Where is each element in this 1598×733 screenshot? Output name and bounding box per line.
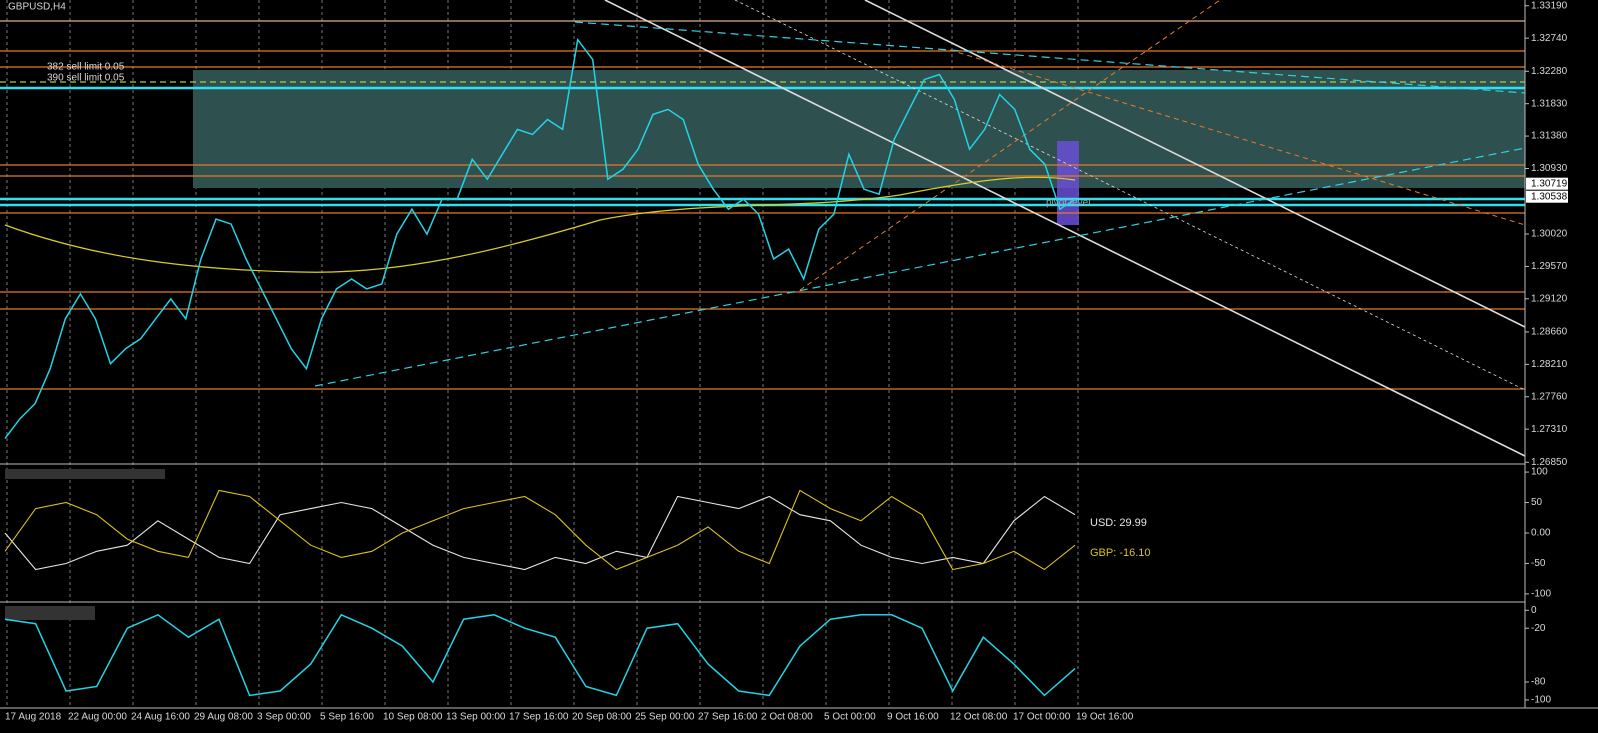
order-label: 382 sell limit 0.05	[47, 62, 125, 73]
y-tick-label: 1.32740	[1531, 33, 1568, 44]
time-label: 13 Sep 00:00	[446, 712, 506, 723]
y-tick-label: 1.29120	[1531, 293, 1568, 304]
time-label: 10 Sep 08:00	[383, 712, 443, 723]
y-tick-label: 1.30020	[1531, 229, 1568, 240]
zone	[193, 70, 1525, 188]
time-label: 22 Aug 00:00	[68, 712, 127, 723]
y-tick-label: -100	[1531, 589, 1551, 600]
time-label: 27 Sep 16:00	[698, 712, 758, 723]
order-label: 390 sell limit 0.05	[47, 73, 125, 84]
time-label: 24 Aug 16:00	[131, 712, 190, 723]
price-tag	[1526, 190, 1568, 203]
marks	[4, 37, 1076, 697]
y-tick-label: 1.29570	[1531, 261, 1568, 272]
y-tick-label: 1.32280	[1531, 66, 1568, 77]
dashed-trend	[314, 21, 1526, 387]
time-label: 17 Oct 00:00	[1013, 712, 1071, 723]
time-label: 17 Sep 16:00	[509, 712, 569, 723]
drawings	[0, 0, 1598, 709]
y-tick-label: -100	[1531, 695, 1551, 706]
time-label: 19 Oct 16:00	[1076, 712, 1134, 723]
series-line	[4, 489, 1076, 571]
orange-levels	[0, 20, 1525, 390]
y-tick-label: 1.31830	[1531, 98, 1568, 109]
y-tick-label: 1.33190	[1531, 0, 1568, 11]
y-tick-label: 0.00	[1531, 528, 1551, 539]
moving-average	[4, 176, 1076, 273]
symbol-title: GBPUSD,H4	[8, 2, 66, 13]
y-tick-label: 50	[1531, 497, 1543, 508]
y-tick-label: 1.30930	[1531, 163, 1568, 174]
pivot-label: pivot level	[1046, 198, 1090, 209]
price-tag-label: 1.30538	[1531, 191, 1568, 202]
y-tick-label: 100	[1531, 467, 1548, 478]
y-tick-label: -80	[1531, 677, 1546, 688]
time-label: 29 Aug 08:00	[194, 712, 253, 723]
time-label: 5 Sep 16:00	[320, 712, 374, 723]
time-label: 3 Sep 00:00	[257, 712, 311, 723]
y-tick-label: 1.27760	[1531, 391, 1568, 402]
time-label: 25 Sep 00:00	[635, 712, 695, 723]
y-tick-label: 1.28660	[1531, 327, 1568, 338]
redacted	[5, 469, 165, 479]
y-tick-label: -50	[1531, 558, 1546, 569]
price-line	[4, 37, 1076, 439]
redacted	[5, 606, 95, 620]
series-readout: GBP: -16.10	[1090, 547, 1151, 559]
time-label: 17 Aug 2018	[5, 712, 62, 723]
grid	[6, 0, 1079, 708]
price-tag	[1526, 177, 1568, 190]
y-tick-label: 1.26850	[1531, 457, 1568, 468]
series-line	[4, 495, 1076, 571]
time-label: 20 Sep 08:00	[572, 712, 632, 723]
series-readout: USD: 29.99	[1090, 517, 1147, 529]
y-tick-label: -20	[1531, 623, 1546, 634]
price-tag-label: 1.30719	[1531, 178, 1568, 189]
trend-lines	[604, 0, 1526, 457]
y-tick-label: 1.27310	[1531, 424, 1568, 435]
time-label: 5 Oct 00:00	[824, 712, 876, 723]
y-tick-label: 1.28210	[1531, 359, 1568, 370]
orange-diagonals	[799, 0, 1526, 291]
y-tick-label: 0	[1531, 605, 1537, 616]
time-label: 2 Oct 08:00	[761, 712, 813, 723]
price-line	[4, 613, 1076, 697]
y-tick-label: 1.31380	[1531, 131, 1568, 142]
time-label: 9 Oct 16:00	[887, 712, 939, 723]
time-label: 12 Oct 08:00	[950, 712, 1008, 723]
